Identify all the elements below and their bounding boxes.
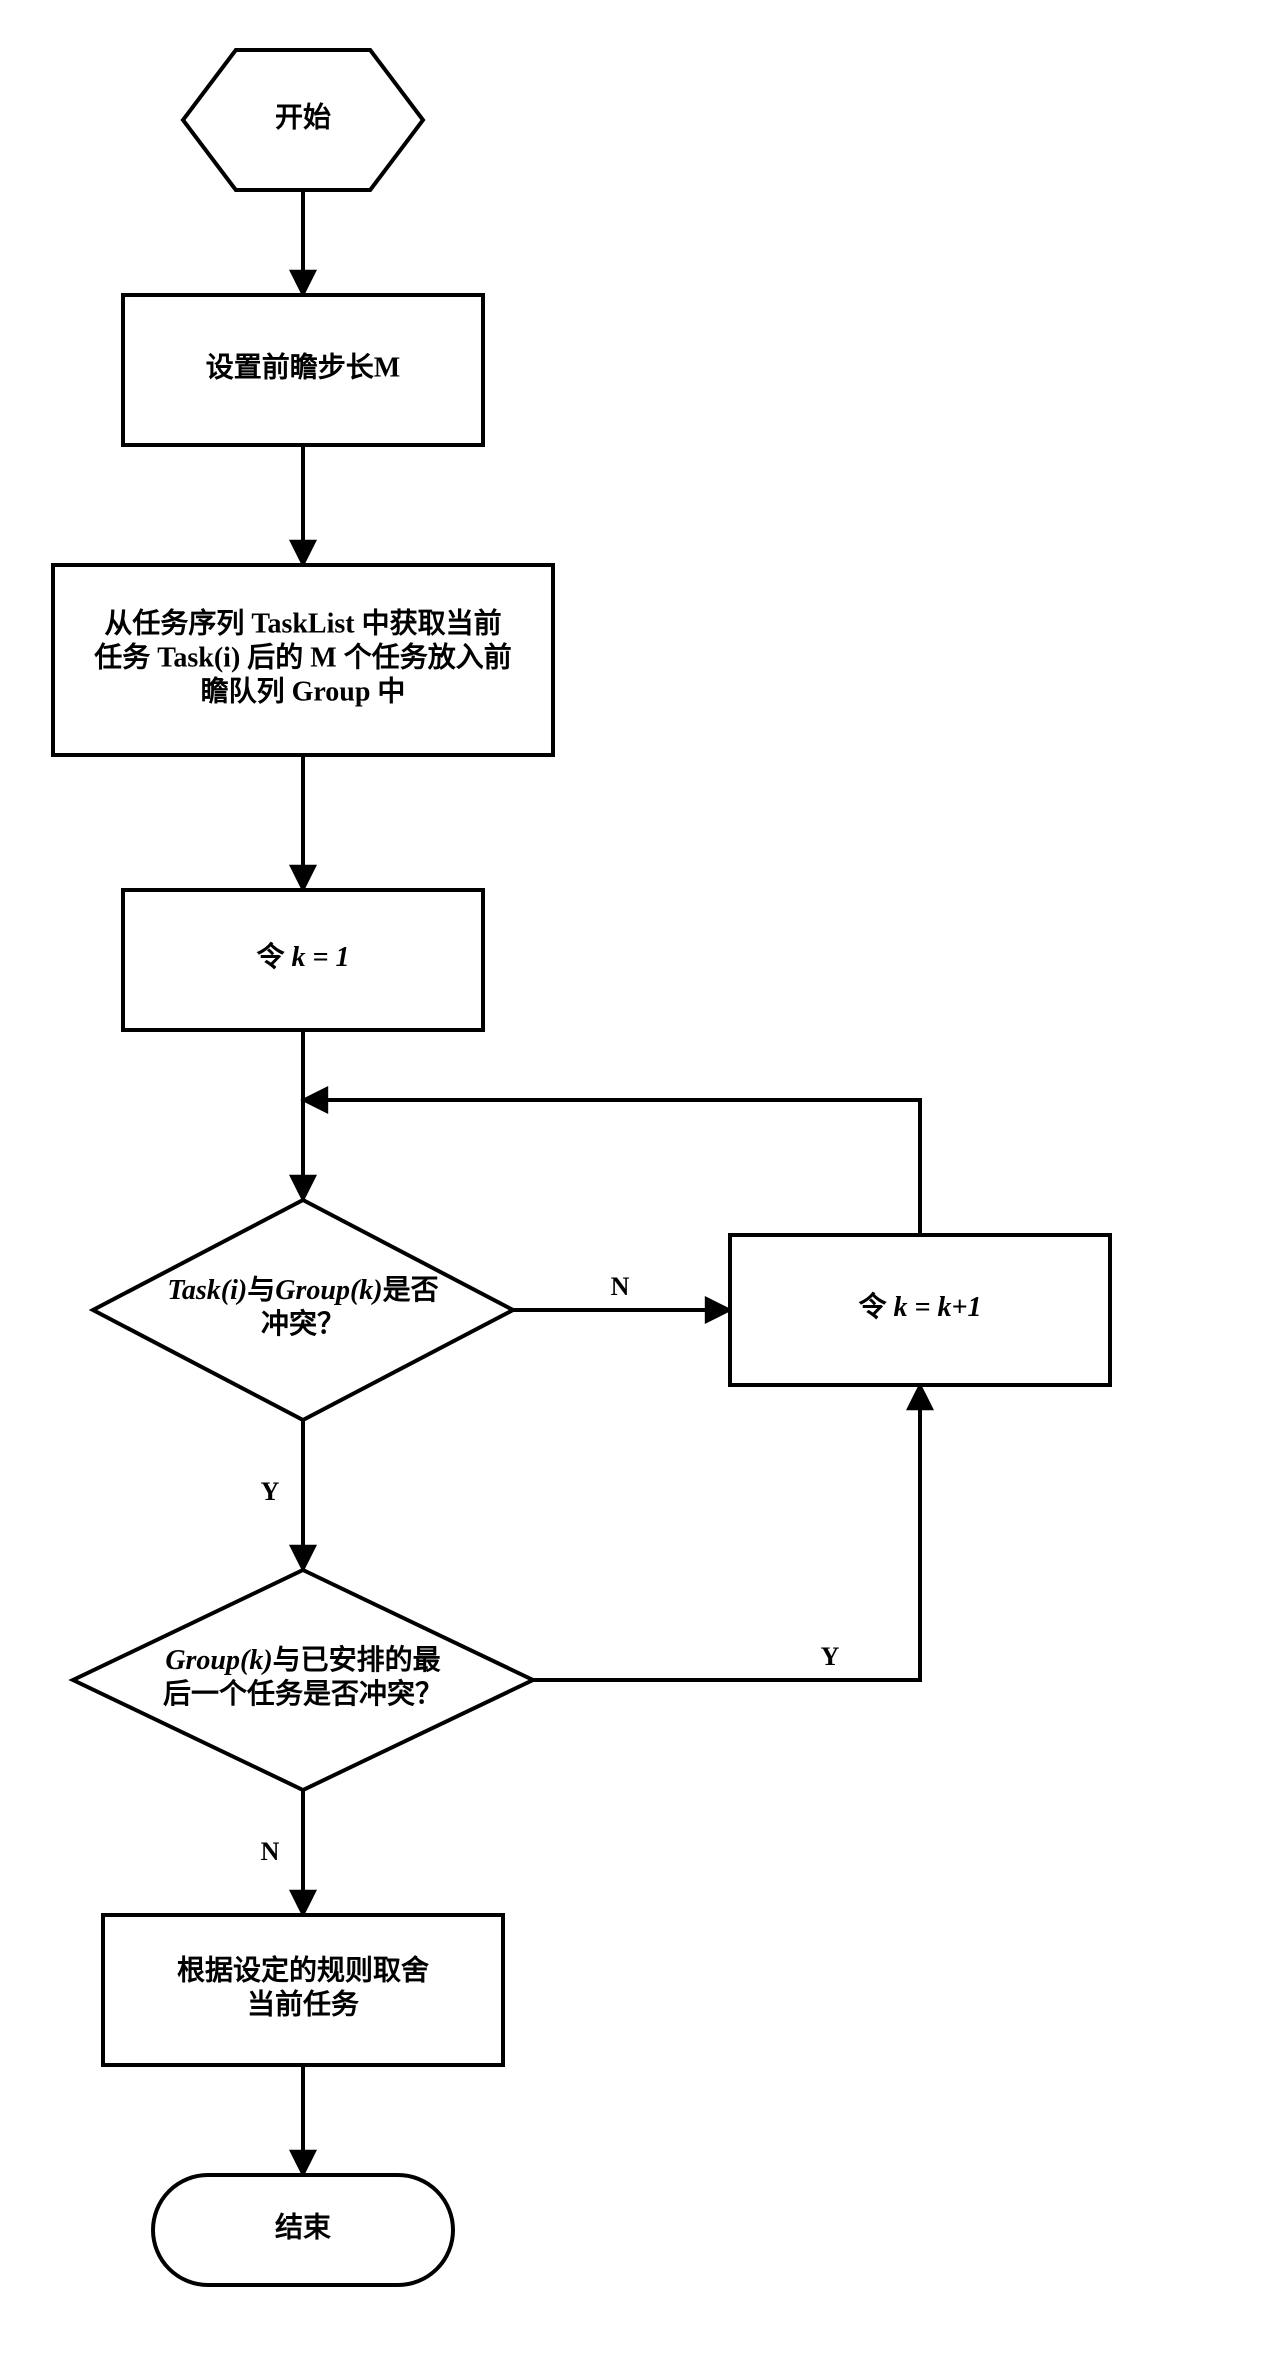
svg-text:后一个任务是否冲突？: 后一个任务是否冲突？ [163, 1677, 443, 1710]
svg-text:Task(i)与Group(k)是否: Task(i)与Group(k)是否 [167, 1274, 438, 1306]
svg-text:Group(k)与已安排的最: Group(k)与已安排的最 [165, 1643, 440, 1676]
svg-text:当前任务: 当前任务 [247, 1987, 359, 2020]
svg-text:结束: 结束 [275, 2211, 331, 2243]
svg-text:Y: Y [261, 1477, 280, 1506]
svg-text:N: N [611, 1272, 630, 1301]
svg-text:根据设定的规则取舍: 根据设定的规则取舍 [177, 1953, 429, 1986]
svg-text:设置前瞻步长M: 设置前瞻步长M [206, 350, 400, 383]
svg-text:令 k = k+1: 令 k = k+1 [859, 1290, 982, 1323]
svg-text:任务 Task(i) 后的 M 个任务放入前: 任务 Task(i) 后的 M 个任务放入前 [93, 640, 511, 673]
svg-text:瞻队列 Group 中: 瞻队列 Group 中 [201, 674, 406, 707]
svg-text:令 k = 1: 令 k = 1 [257, 940, 350, 973]
svg-text:冲突？: 冲突？ [261, 1307, 345, 1340]
svg-text:N: N [261, 1837, 280, 1866]
svg-text:Y: Y [821, 1642, 840, 1671]
svg-text:开始: 开始 [275, 101, 331, 133]
svg-text:从任务序列 TaskList 中获取当前: 从任务序列 TaskList 中获取当前 [104, 606, 501, 639]
